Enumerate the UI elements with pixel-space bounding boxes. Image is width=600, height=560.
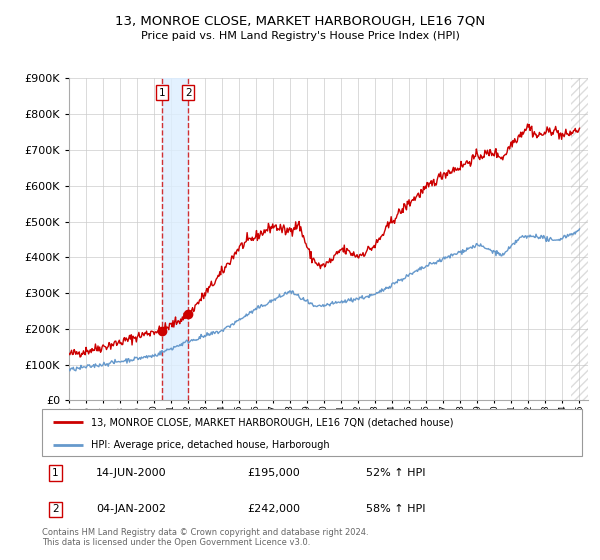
Text: £242,000: £242,000 — [247, 505, 300, 515]
Text: 2: 2 — [185, 88, 191, 97]
Text: 58% ↑ HPI: 58% ↑ HPI — [366, 505, 425, 515]
FancyBboxPatch shape — [42, 409, 582, 456]
Text: 13, MONROE CLOSE, MARKET HARBOROUGH, LE16 7QN (detached house): 13, MONROE CLOSE, MARKET HARBOROUGH, LE1… — [91, 417, 453, 427]
Text: £195,000: £195,000 — [247, 468, 300, 478]
Text: 04-JAN-2002: 04-JAN-2002 — [96, 505, 166, 515]
Bar — [162, 78, 188, 400]
Bar — [571, 78, 588, 400]
Text: 14-JUN-2000: 14-JUN-2000 — [96, 468, 167, 478]
Text: 52% ↑ HPI: 52% ↑ HPI — [366, 468, 425, 478]
Text: 1: 1 — [52, 468, 59, 478]
Text: 1: 1 — [158, 88, 165, 97]
Text: Contains HM Land Registry data © Crown copyright and database right 2024.
This d: Contains HM Land Registry data © Crown c… — [42, 528, 368, 547]
Text: 2: 2 — [52, 505, 59, 515]
Text: 13, MONROE CLOSE, MARKET HARBOROUGH, LE16 7QN: 13, MONROE CLOSE, MARKET HARBOROUGH, LE1… — [115, 14, 485, 27]
Text: HPI: Average price, detached house, Harborough: HPI: Average price, detached house, Harb… — [91, 440, 329, 450]
Text: Price paid vs. HM Land Registry's House Price Index (HPI): Price paid vs. HM Land Registry's House … — [140, 31, 460, 41]
